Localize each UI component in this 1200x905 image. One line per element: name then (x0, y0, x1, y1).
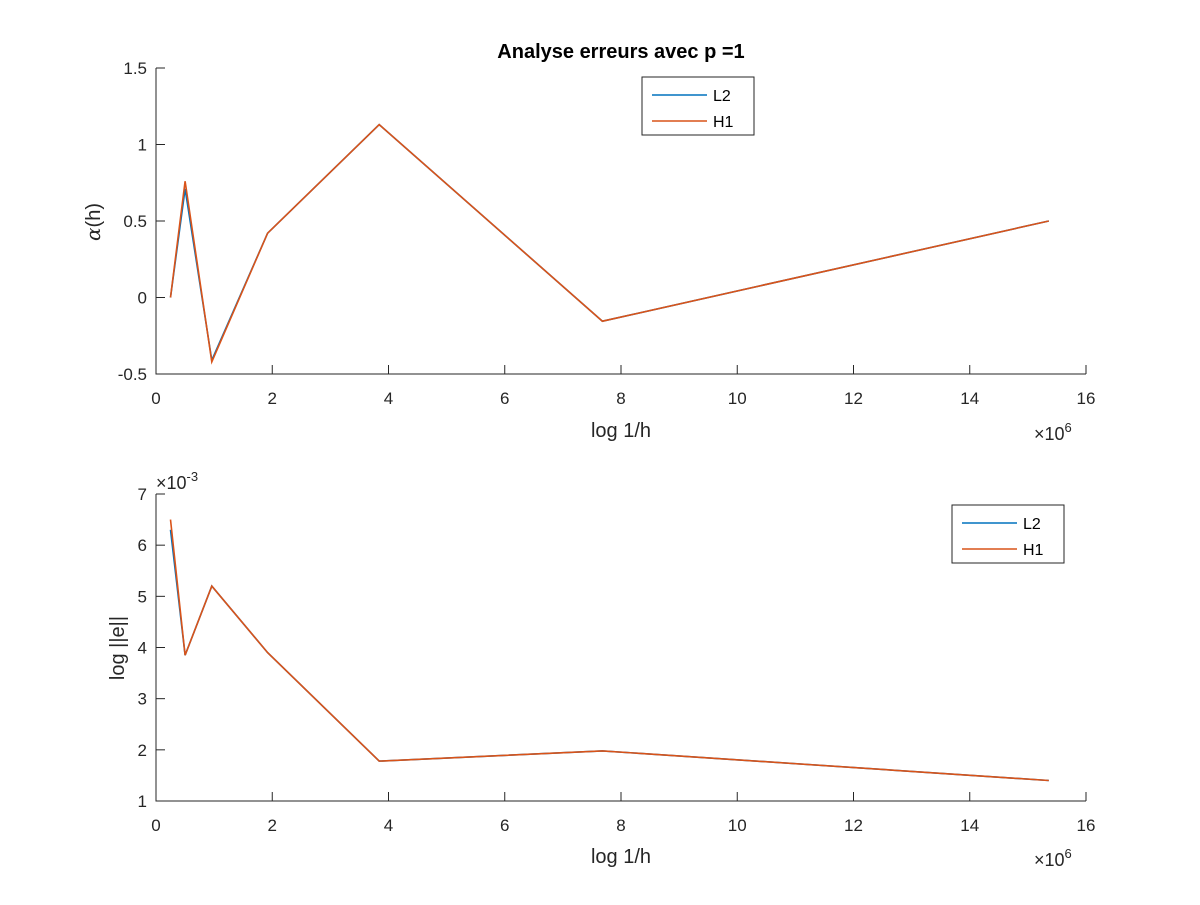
bottom-x-tick-label: 0 (151, 816, 160, 835)
top-series-point-h1 (378, 124, 380, 126)
bottom-x-tick-label: 10 (728, 816, 747, 835)
bottom-x-exponent-power: 6 (1065, 846, 1072, 861)
bottom-x-tick-label: 4 (384, 816, 393, 835)
top-series-point-h1 (1048, 220, 1050, 222)
top-x-tick-label: 0 (151, 389, 160, 408)
top-y-ticks: -0.5 0 0.5 1 1.5 (118, 59, 165, 384)
top-x-exponent: ×106 (1034, 420, 1072, 444)
bottom-x-tick-label: 6 (500, 816, 509, 835)
top-y-axis-label-rest: (h) (83, 203, 105, 227)
bottom-y-exponent-base: ×10 (156, 473, 187, 493)
bottom-series-point-h1 (267, 652, 269, 654)
top-series-line-h1 (169, 123, 1049, 365)
top-y-tick-label: 0.5 (123, 212, 147, 231)
bottom-series-point-h1 (378, 760, 380, 762)
bottom-legend: L2 H1 (951, 504, 1065, 564)
bottom-y-ticks: 1 2 3 4 5 6 7 (138, 485, 165, 811)
bottom-x-ticks: 0 2 4 6 8 10 12 14 16 (151, 792, 1095, 835)
top-x-tick-label: 16 (1077, 389, 1096, 408)
top-x-tick-label: 2 (268, 389, 277, 408)
bottom-y-tick-label: 7 (138, 485, 147, 504)
top-x-exponent-power: 6 (1065, 420, 1072, 435)
top-x-exponent-base: ×10 (1034, 424, 1065, 444)
bottom-series-line-h1 (169, 519, 1049, 782)
bottom-series-point-h1 (184, 654, 186, 656)
top-x-tick-label: 14 (960, 389, 979, 408)
top-legend-label-l2: L2 (713, 88, 731, 105)
bottom-legend-label-l2: L2 (1023, 516, 1041, 533)
bottom-y-tick-label: 4 (138, 639, 147, 658)
bottom-series-point-h1 (602, 750, 604, 752)
bottom-y-tick-label: 2 (138, 741, 147, 760)
top-series-point-h1 (602, 320, 604, 322)
bottom-series-point-h1 (211, 585, 213, 587)
top-x-tick-label: 10 (728, 389, 747, 408)
top-y-tick-label: 0 (138, 289, 147, 308)
top-legend: L2 H1 (641, 76, 755, 136)
bottom-legend-label-h1: H1 (1023, 542, 1044, 559)
bottom-y-tick-label: 1 (138, 792, 147, 811)
top-x-ticks: 0 2 4 6 8 10 12 14 16 (151, 365, 1095, 408)
axes-top: Analyse erreurs avec p =1 0 2 4 6 8 10 12 14 16 … (81, 41, 1095, 444)
bottom-x-exponent-base: ×10 (1034, 850, 1065, 870)
top-y-axis-label-symbol: α (81, 227, 105, 241)
bottom-series-point-h1 (1048, 780, 1050, 782)
bottom-x-exponent: ×106 (1034, 846, 1072, 870)
bottom-x-tick-label: 12 (844, 816, 863, 835)
top-legend-label-h1: H1 (713, 114, 734, 131)
top-series-point-h1 (184, 180, 186, 182)
bottom-x-tick-label: 16 (1077, 816, 1096, 835)
top-x-tick-label: 8 (616, 389, 625, 408)
bottom-y-exponent-power: -3 (187, 469, 199, 484)
chart-title: Analyse erreurs avec p =1 (497, 41, 744, 63)
top-y-tick-label: -0.5 (118, 365, 147, 384)
top-plot-area (169, 123, 1050, 365)
bottom-plot-area (169, 519, 1050, 782)
top-y-tick-label: 1 (138, 136, 147, 155)
bottom-x-tick-label: 2 (268, 816, 277, 835)
bottom-y-axis-label: log ||e|| (107, 616, 129, 680)
top-x-tick-label: 12 (844, 389, 863, 408)
bottom-x-tick-label: 8 (616, 816, 625, 835)
bottom-y-tick-label: 6 (138, 536, 147, 555)
bottom-y-tick-label: 5 (138, 587, 147, 606)
bottom-y-exponent: ×10-3 (156, 469, 198, 493)
top-x-tick-label: 4 (384, 389, 393, 408)
top-x-tick-label: 6 (500, 389, 509, 408)
bottom-y-tick-label: 3 (138, 690, 147, 709)
top-series-point-h1 (170, 297, 172, 299)
bottom-series-point-h1 (170, 519, 172, 521)
top-series-point-h1 (211, 361, 213, 363)
top-y-tick-label: 1.5 (123, 59, 147, 78)
bottom-x-axis-label: log 1/h (591, 846, 651, 868)
top-legend-box (641, 76, 755, 136)
top-x-axis-label: log 1/h (591, 420, 651, 442)
bottom-legend-box (951, 504, 1065, 564)
top-y-axis-label: α(h) (81, 203, 105, 241)
top-series-point-h1 (267, 232, 269, 234)
bottom-x-tick-label: 14 (960, 816, 979, 835)
